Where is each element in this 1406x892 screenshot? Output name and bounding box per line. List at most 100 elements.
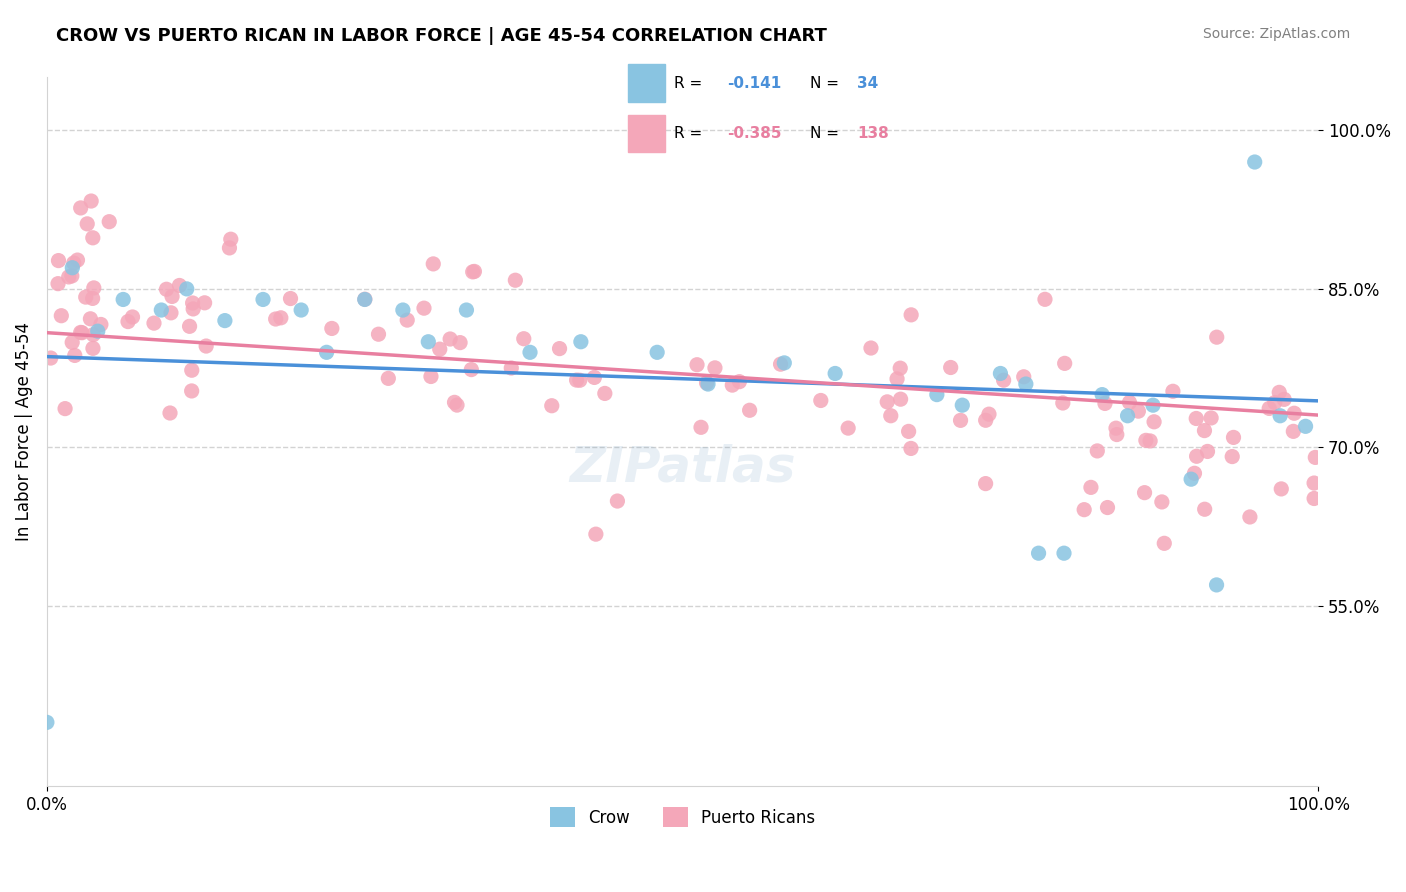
Point [1239, 510, 1261, 524]
Point [143, 316, 166, 330]
Point [1028, 546, 1050, 560]
Point [1268, 409, 1291, 423]
Point [993, 373, 1015, 387]
Point [69, 326, 91, 340]
Point [548, 342, 571, 356]
Text: N =: N = [810, 127, 844, 141]
Point [1128, 404, 1150, 418]
Point [181, 301, 204, 316]
Point [1105, 427, 1128, 442]
Point [396, 313, 419, 327]
Point [505, 273, 527, 287]
Point [179, 319, 201, 334]
Point [977, 407, 1000, 421]
Point [1184, 467, 1206, 481]
Point [353, 292, 375, 306]
Point [252, 293, 274, 307]
Point [1268, 385, 1291, 400]
Point [1180, 472, 1202, 486]
Point [79, 311, 101, 326]
Point [1118, 395, 1140, 409]
Point [51, 309, 73, 323]
Point [1194, 502, 1216, 516]
Point [60, 260, 83, 275]
Point [1205, 578, 1227, 592]
Point [1243, 155, 1265, 169]
Text: R =: R = [675, 76, 707, 91]
Point [420, 369, 443, 384]
Point [939, 360, 962, 375]
Point [897, 425, 920, 439]
Point [585, 527, 607, 541]
Point [1053, 356, 1076, 370]
Point [824, 367, 846, 381]
Point [886, 372, 908, 386]
Point [569, 334, 592, 349]
Point [117, 315, 139, 329]
Point [264, 312, 287, 326]
Point [1080, 480, 1102, 494]
Point [810, 393, 832, 408]
Point [218, 241, 240, 255]
Point [195, 339, 218, 353]
Point [69, 201, 91, 215]
Point [950, 398, 973, 412]
Point [1305, 450, 1327, 465]
Point [62, 256, 84, 270]
Text: -0.385: -0.385 [727, 127, 782, 141]
Point [180, 384, 202, 398]
Point [1270, 482, 1292, 496]
Point [1135, 434, 1157, 448]
Point [1197, 444, 1219, 458]
Point [181, 296, 204, 310]
Point [501, 361, 523, 376]
Text: N =: N = [810, 76, 844, 91]
Point [1085, 444, 1108, 458]
Point [155, 282, 177, 296]
Point [150, 303, 173, 318]
Point [90, 318, 112, 332]
Point [519, 345, 541, 359]
Point [439, 332, 461, 346]
Point [773, 356, 796, 370]
Point [39, 351, 62, 365]
Point [606, 494, 628, 508]
Point [449, 335, 471, 350]
Point [1094, 396, 1116, 410]
Point [568, 373, 591, 387]
Point [1161, 384, 1184, 399]
Point [690, 420, 713, 434]
Text: 138: 138 [856, 127, 889, 141]
Point [46, 277, 69, 291]
Point [83, 281, 105, 295]
Point [82, 342, 104, 356]
Point [82, 292, 104, 306]
Point [583, 370, 606, 384]
Point [837, 421, 859, 435]
Point [721, 378, 744, 392]
Point [1194, 424, 1216, 438]
Point [1264, 395, 1286, 409]
Point [1053, 546, 1076, 560]
Point [696, 376, 718, 390]
Point [270, 310, 292, 325]
Point [703, 360, 725, 375]
Point [1116, 409, 1139, 423]
Point [1222, 430, 1244, 444]
Point [1205, 330, 1227, 344]
Point [48, 253, 70, 268]
Text: ZIPatlas: ZIPatlas [569, 443, 796, 491]
Point [738, 403, 761, 417]
Point [593, 386, 616, 401]
Point [645, 345, 668, 359]
Point [353, 293, 375, 307]
Point [461, 265, 484, 279]
Point [169, 278, 191, 293]
Point [121, 310, 143, 324]
Point [82, 231, 104, 245]
Point [925, 387, 948, 401]
Point [728, 375, 751, 389]
Point [63, 348, 86, 362]
Point [1150, 495, 1173, 509]
Point [900, 308, 922, 322]
